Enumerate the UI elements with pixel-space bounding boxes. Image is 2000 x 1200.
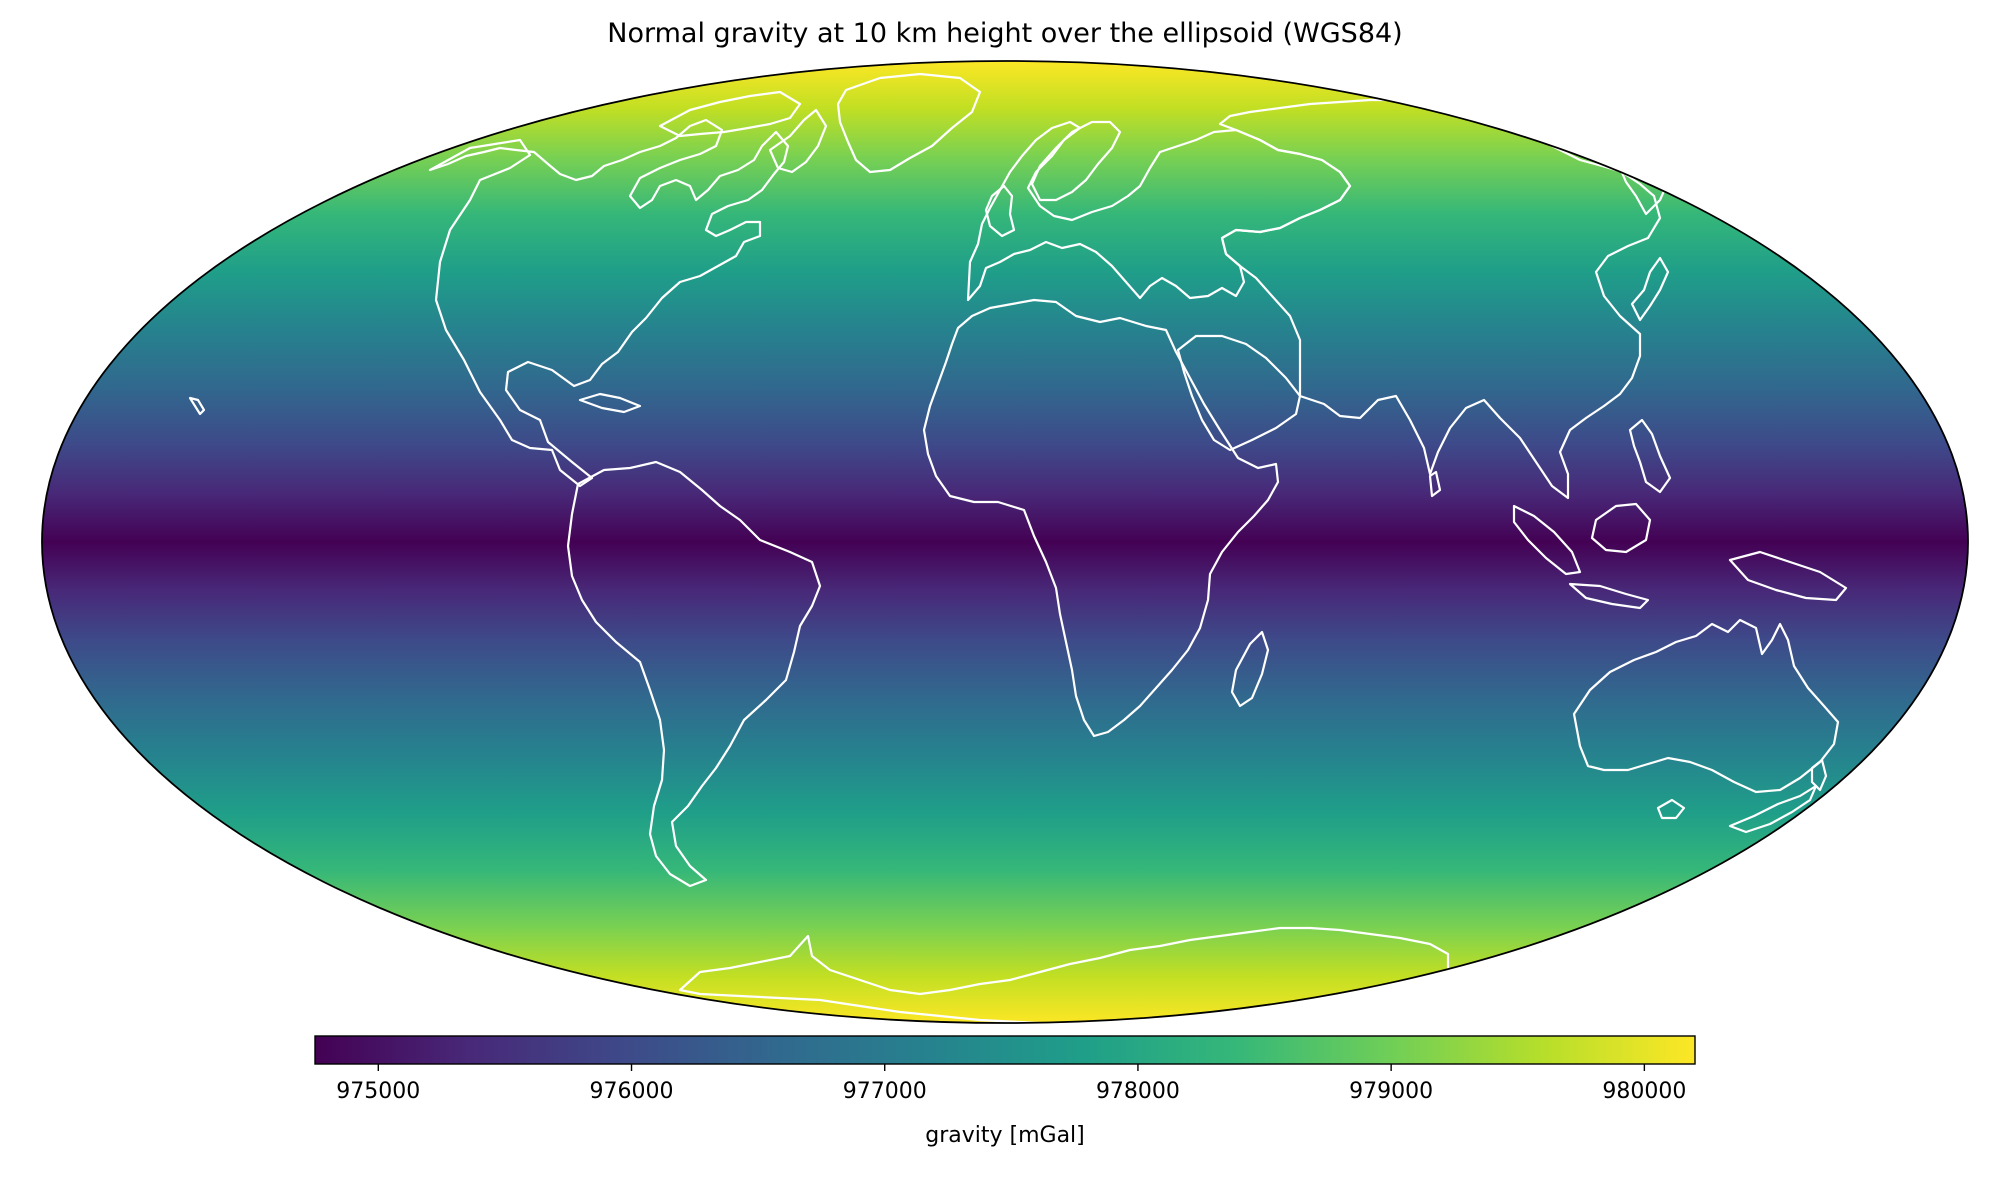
coastline-java (1568, 582, 1650, 610)
coastline-asia (1218, 98, 1662, 500)
colorbar-label: gravity [mGal] (925, 1123, 1085, 1148)
colorbar-gradient (314, 1035, 1696, 1065)
coastline-new-guinea (1728, 550, 1848, 602)
colorbar-tick-label: 977000 (843, 1079, 927, 1104)
coastline-new-zealand (1728, 784, 1818, 834)
map-area (42, 61, 1968, 1023)
map-outline (41, 60, 1969, 1024)
coastline-philippines (1628, 418, 1672, 494)
chart-title: Normal gravity at 10 km height over the … (607, 18, 1402, 49)
coastline-africa (922, 298, 1280, 738)
coastline-japan (1630, 256, 1670, 322)
coastline-antarctica (678, 926, 1450, 1023)
gravity-field (42, 61, 1968, 1023)
colorbar: 975000 976000 977000 978000 979000 980000 gra… (314, 1035, 1696, 1148)
coastline-new-zealand-north (1810, 758, 1828, 792)
coastline-madagascar (1230, 630, 1270, 708)
coastline-sri-lanka (1428, 470, 1442, 498)
colorbar-ticks: 975000 976000 977000 978000 979000 980000 (336, 1064, 1686, 1104)
coastline-cuba (578, 392, 642, 414)
colorbar-tick-label: 979000 (1349, 1079, 1433, 1104)
coastline-arctic-islands (658, 90, 802, 138)
coastline-north-america (428, 118, 790, 488)
coastline-scandinavia (1030, 120, 1122, 202)
colorbar-tick-label: 980000 (1602, 1079, 1686, 1104)
coastline-tasmania (1656, 798, 1686, 820)
coastline-hawaii (188, 396, 206, 416)
coastline-sumatra (1512, 504, 1582, 576)
colorbar-tick-label: 975000 (336, 1079, 420, 1104)
coastline-australia (1572, 618, 1840, 794)
coastline-south-america (566, 460, 822, 888)
coastline-british-isles (984, 184, 1016, 238)
coastline-arabia (1176, 334, 1302, 452)
coastline-baffin (768, 108, 828, 174)
coastline-borneo (1590, 502, 1652, 554)
colorbar-tick-label: 978000 (1096, 1079, 1180, 1104)
coastline-greenland (836, 72, 982, 174)
colorbar-tick-label: 976000 (590, 1079, 674, 1104)
coastlines (188, 72, 1848, 1023)
